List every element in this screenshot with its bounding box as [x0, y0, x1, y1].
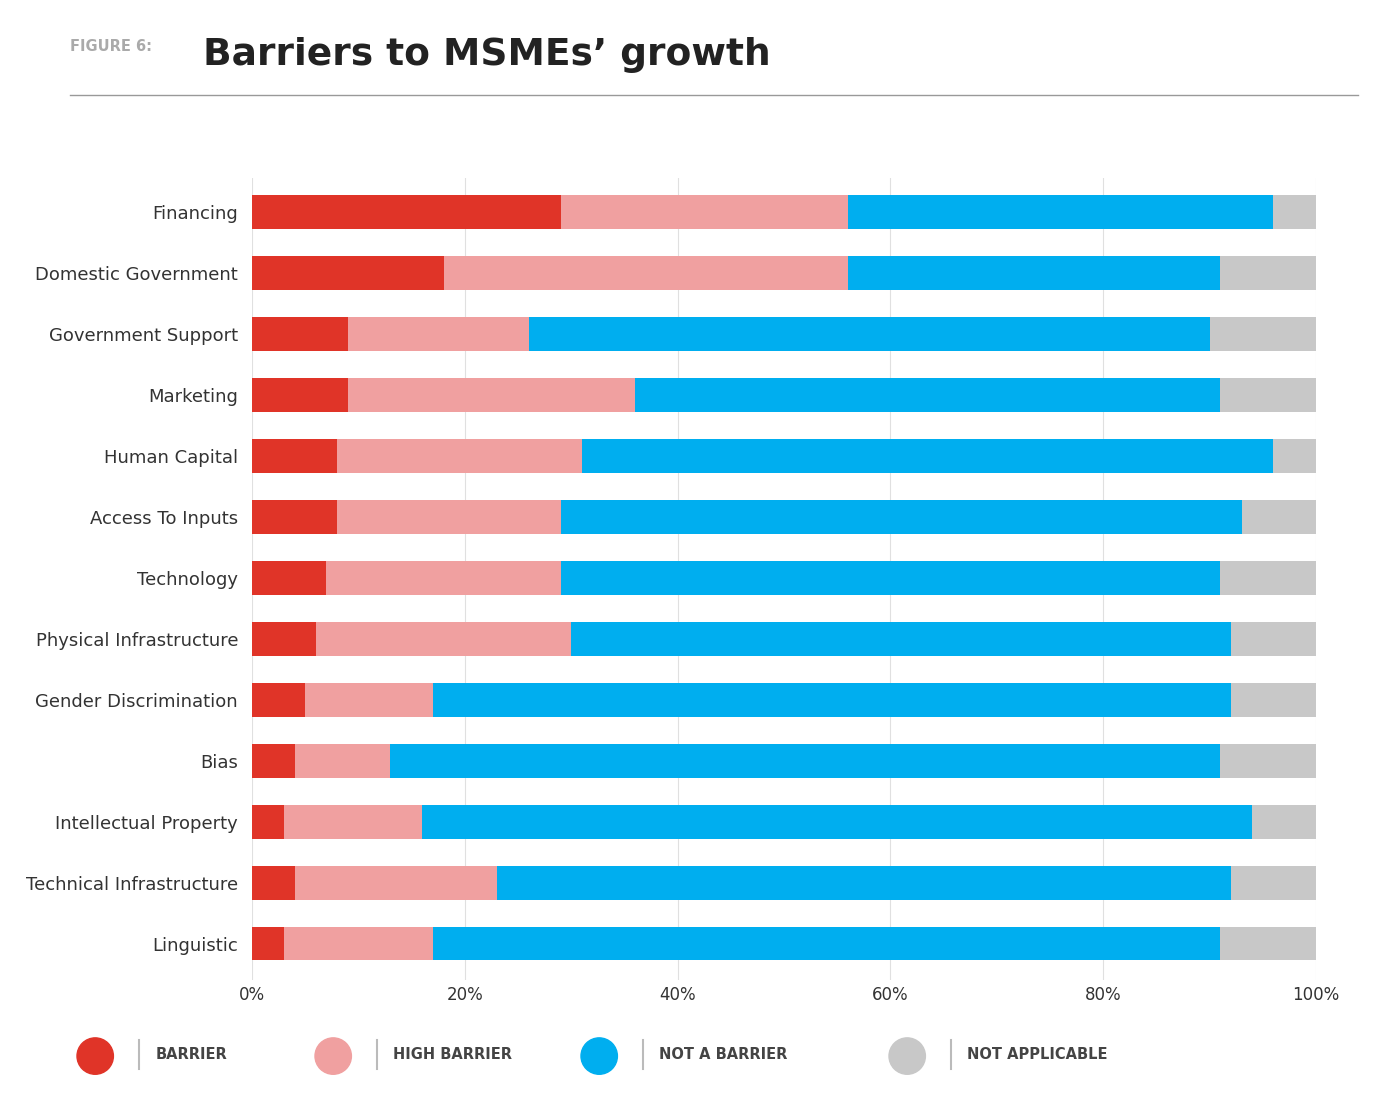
Bar [582, 439, 1274, 472]
Bar [252, 622, 316, 655]
Bar [848, 256, 1221, 290]
Bar [560, 195, 848, 228]
Bar [433, 927, 1221, 960]
Bar [252, 866, 294, 899]
Bar [1221, 744, 1316, 778]
Bar [252, 927, 284, 960]
Text: NOT A BARRIER: NOT A BARRIER [659, 1047, 788, 1063]
Bar [1231, 622, 1316, 655]
Bar [337, 500, 560, 534]
Bar [571, 622, 1231, 655]
Bar [252, 317, 347, 351]
Bar [1274, 439, 1316, 472]
Bar [252, 439, 337, 472]
Text: HIGH BARRIER: HIGH BARRIER [393, 1047, 512, 1063]
Text: NOT APPLICABLE: NOT APPLICABLE [967, 1047, 1107, 1063]
Bar [316, 622, 571, 655]
Bar [1221, 927, 1316, 960]
Text: BARRIER: BARRIER [155, 1047, 227, 1063]
Bar [1221, 561, 1316, 595]
Bar [1221, 378, 1316, 411]
Bar [347, 317, 529, 351]
Bar [1221, 256, 1316, 290]
Bar [636, 378, 1221, 411]
Bar [1252, 805, 1316, 839]
Bar [1231, 866, 1316, 899]
Bar [391, 744, 1221, 778]
Bar [848, 195, 1274, 228]
Bar [1242, 500, 1316, 534]
Bar [284, 927, 433, 960]
Bar [560, 500, 1242, 534]
Bar [252, 195, 560, 228]
Bar [433, 683, 1231, 716]
Bar [347, 378, 636, 411]
Bar [1210, 317, 1316, 351]
Bar [560, 561, 1221, 595]
Text: Barriers to MSMEs’ growth: Barriers to MSMEs’ growth [203, 37, 770, 72]
Text: FIGURE 6:: FIGURE 6: [70, 39, 153, 53]
Bar [444, 256, 848, 290]
Bar [497, 866, 1231, 899]
Bar [1231, 683, 1316, 716]
Bar [294, 744, 391, 778]
Bar [252, 683, 305, 716]
Bar [252, 805, 284, 839]
Bar [252, 378, 347, 411]
Bar [252, 744, 294, 778]
Bar [284, 805, 423, 839]
Bar [423, 805, 1252, 839]
Bar [1274, 195, 1316, 228]
Bar [252, 561, 326, 595]
Bar [305, 683, 433, 716]
Bar [337, 439, 582, 472]
Bar [326, 561, 560, 595]
Bar [529, 317, 1210, 351]
Bar [252, 500, 337, 534]
Bar [252, 256, 444, 290]
Bar [294, 866, 497, 899]
